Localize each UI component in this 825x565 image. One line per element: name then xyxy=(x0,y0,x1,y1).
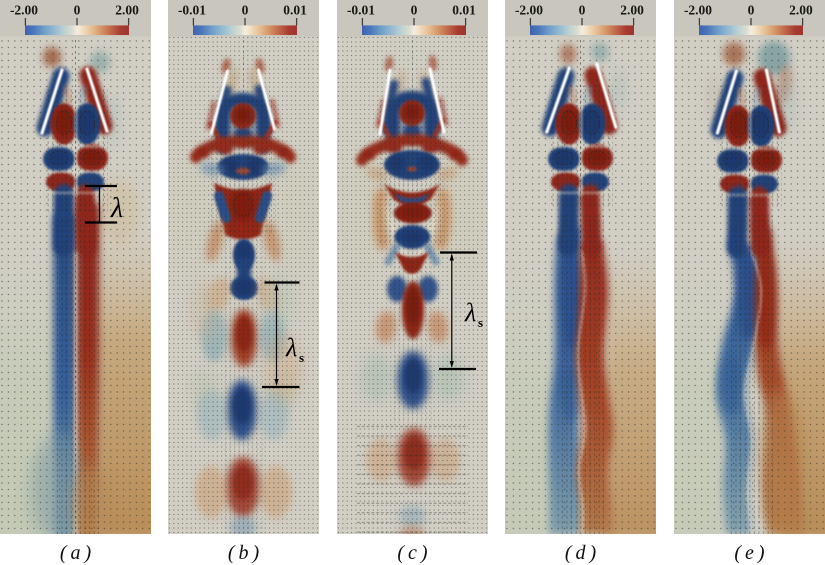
svg-text:λ: λ xyxy=(110,193,123,224)
svg-text:-0.01: -0.01 xyxy=(347,3,375,18)
svg-text:0.01: 0.01 xyxy=(284,3,308,18)
svg-text:2.00: 2.00 xyxy=(789,3,813,18)
svg-text:-2.00: -2.00 xyxy=(515,3,543,18)
svg-text:-2.00: -2.00 xyxy=(684,3,712,18)
svg-text:0: 0 xyxy=(74,3,81,18)
svg-text:( a ): ( a ) xyxy=(60,542,92,564)
svg-text:2.00: 2.00 xyxy=(620,3,644,18)
svg-text:( b ): ( b ) xyxy=(228,542,260,564)
svg-text:0: 0 xyxy=(579,3,586,18)
svg-text:0.01: 0.01 xyxy=(452,3,476,18)
svg-text:-2.00: -2.00 xyxy=(10,3,38,18)
svg-text:-0.01: -0.01 xyxy=(178,3,206,18)
svg-text:( d ): ( d ) xyxy=(565,542,597,564)
svg-text:( c ): ( c ) xyxy=(397,542,428,564)
svg-text:λ: λ xyxy=(464,298,476,327)
svg-text:s: s xyxy=(478,315,483,330)
svg-text:λ: λ xyxy=(285,333,297,362)
svg-text:0: 0 xyxy=(410,3,417,18)
svg-text:0: 0 xyxy=(242,3,249,18)
svg-text:( e ): ( e ) xyxy=(734,542,765,564)
svg-text:2.00: 2.00 xyxy=(115,3,139,18)
svg-text:0: 0 xyxy=(747,3,754,18)
svg-text:s: s xyxy=(299,350,304,365)
